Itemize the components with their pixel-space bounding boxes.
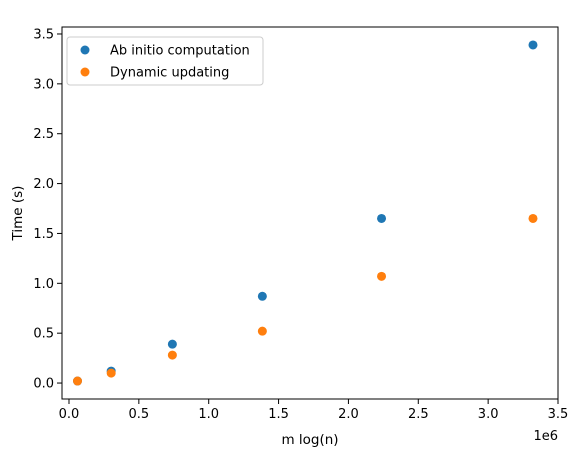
data-point xyxy=(106,368,116,378)
data-point xyxy=(528,213,538,223)
y-tick-label: 3.0 xyxy=(33,77,54,92)
x-tick-label: 1.5 xyxy=(268,407,289,422)
y-tick-label: 1.5 xyxy=(33,227,54,242)
x-tick-label: 2.0 xyxy=(338,407,359,422)
x-tick-label: 2.5 xyxy=(408,407,429,422)
y-tick-label: 0.0 xyxy=(33,377,54,392)
legend-marker-ab-initio xyxy=(80,45,90,55)
y-tick-label: 2.5 xyxy=(33,127,54,142)
x-tick-label: 0.0 xyxy=(59,407,80,422)
data-point xyxy=(377,271,387,281)
data-points xyxy=(73,40,538,386)
data-point xyxy=(257,291,267,301)
legend-frame xyxy=(66,36,264,86)
legend-label-ab-initio: Ab initio computation xyxy=(110,44,250,59)
legend-label-dynamic: Dynamic updating xyxy=(110,66,229,81)
y-axis-label: Time (s) xyxy=(10,186,26,242)
y-tick-label: 2.0 xyxy=(33,177,54,192)
x-tick-label: 3.0 xyxy=(478,407,499,422)
x-axis-offset-label: 1e6 xyxy=(533,429,558,444)
legend-marker-dynamic xyxy=(80,67,90,77)
data-point xyxy=(257,326,267,336)
y-tick-label: 0.5 xyxy=(33,327,54,342)
data-point xyxy=(167,350,177,360)
x-axis-label: m log(n) xyxy=(281,432,338,448)
y-axis: 0.0 0.5 1.0 1.5 2.0 2.5 3.0 3.5 xyxy=(33,27,62,392)
data-point xyxy=(528,40,538,50)
x-tick-label: 3.5 xyxy=(548,407,569,422)
data-point xyxy=(73,376,83,386)
plot-area xyxy=(61,26,559,400)
y-tick-label: 1.0 xyxy=(33,277,54,292)
data-point xyxy=(377,213,387,223)
data-point xyxy=(167,339,177,349)
x-tick-label: 1.0 xyxy=(198,407,219,422)
legend: Ab initio computation Dynamic updating xyxy=(66,36,264,86)
x-tick-label: 0.5 xyxy=(129,407,150,422)
y-tick-label: 3.5 xyxy=(33,27,54,42)
x-axis: 0.0 0.5 1.0 1.5 2.0 2.5 3.0 3.5 xyxy=(59,399,569,422)
series-1 xyxy=(73,213,538,386)
